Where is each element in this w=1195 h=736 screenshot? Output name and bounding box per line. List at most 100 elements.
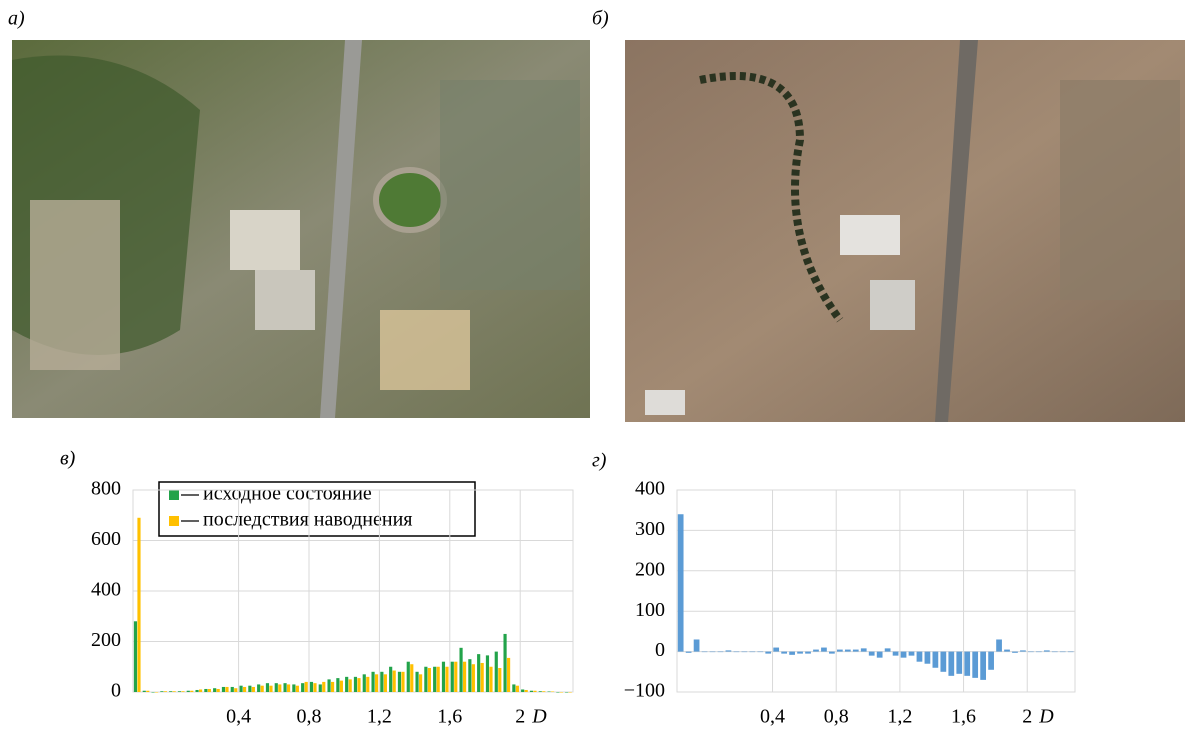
bar xyxy=(512,684,515,692)
bar xyxy=(234,688,237,692)
bar xyxy=(349,679,352,692)
y-tick-label: 200 xyxy=(635,558,665,580)
bar xyxy=(686,652,692,653)
bar xyxy=(893,652,899,656)
bar xyxy=(454,662,457,692)
bar xyxy=(861,648,867,651)
panel-label: в) xyxy=(60,448,76,470)
panel-label: а) xyxy=(8,8,25,30)
bar xyxy=(345,677,348,692)
bar xyxy=(718,652,724,653)
bar xyxy=(837,650,843,652)
bar xyxy=(217,689,220,692)
bar xyxy=(266,683,269,692)
bar xyxy=(988,652,994,670)
bar xyxy=(498,668,501,692)
y-tick-label: 0 xyxy=(655,639,665,661)
bar xyxy=(525,690,528,692)
bar xyxy=(551,691,554,692)
x-tick-label: 2 xyxy=(515,706,525,728)
bar xyxy=(757,652,763,653)
y-tick-label: 300 xyxy=(635,518,665,540)
bar xyxy=(380,672,383,692)
bar xyxy=(204,689,207,692)
bar xyxy=(187,691,190,692)
bar xyxy=(909,652,915,656)
bar xyxy=(331,682,334,692)
bar xyxy=(781,652,787,654)
x-axis-label: D xyxy=(531,706,547,728)
page: {"panels": [{"label": "а)"}, {"label": "… xyxy=(0,0,1195,731)
bar xyxy=(821,648,827,652)
x-tick-label: 1,6 xyxy=(951,706,976,728)
y-tick-label: 200 xyxy=(91,629,121,651)
bar xyxy=(869,652,875,656)
bar xyxy=(940,652,946,672)
bar xyxy=(542,691,545,692)
bar xyxy=(565,692,568,693)
bar xyxy=(433,667,436,692)
bar xyxy=(424,667,427,692)
bar xyxy=(925,652,931,664)
y-tick-label: 400 xyxy=(635,478,665,500)
bar xyxy=(389,667,392,692)
bar xyxy=(797,652,803,654)
bar xyxy=(964,652,970,676)
bar xyxy=(283,683,286,692)
bar xyxy=(410,664,413,692)
bar xyxy=(468,659,471,692)
bar xyxy=(948,652,954,676)
bar xyxy=(239,686,242,692)
bar xyxy=(734,652,740,653)
bar xyxy=(322,682,325,692)
bar xyxy=(1052,652,1058,653)
x-tick-label: 2 xyxy=(1022,706,1032,728)
bar xyxy=(694,639,700,651)
bar xyxy=(401,672,404,692)
y-tick-label: 800 xyxy=(91,478,121,500)
bar xyxy=(269,686,272,692)
bar xyxy=(292,684,295,692)
bar xyxy=(472,664,475,692)
bar xyxy=(547,691,550,692)
bar xyxy=(1044,650,1050,651)
x-tick-label: 0,8 xyxy=(297,706,322,728)
bar xyxy=(313,683,316,692)
bar xyxy=(789,652,795,655)
bar xyxy=(853,650,859,652)
bar xyxy=(569,692,572,693)
bar xyxy=(225,687,228,692)
bar xyxy=(702,652,708,653)
bar xyxy=(319,684,322,692)
bar xyxy=(143,691,146,692)
bar xyxy=(678,514,684,651)
bar xyxy=(1020,650,1026,651)
bar xyxy=(428,668,431,692)
bar xyxy=(521,689,524,692)
bar xyxy=(885,648,891,651)
bar xyxy=(503,634,506,692)
bar xyxy=(829,652,835,654)
bar xyxy=(419,674,422,692)
bar xyxy=(146,691,149,692)
bar xyxy=(301,683,304,692)
bar xyxy=(222,687,225,692)
y-tick-label: 400 xyxy=(91,579,121,601)
bar xyxy=(151,692,154,693)
bar xyxy=(813,650,819,652)
bar xyxy=(1060,652,1066,653)
x-tick-label: 0,8 xyxy=(824,706,849,728)
bar xyxy=(407,662,410,692)
bar xyxy=(560,692,563,693)
plot-frame xyxy=(677,490,1075,692)
bar xyxy=(481,663,484,692)
bar xyxy=(445,667,448,692)
bar xyxy=(845,650,851,652)
bar xyxy=(366,677,369,692)
photo-before xyxy=(12,40,590,418)
bar xyxy=(181,691,184,692)
panel-label: г) xyxy=(592,450,607,472)
bar xyxy=(463,662,466,692)
bar xyxy=(310,682,313,692)
x-tick-label: 1,6 xyxy=(437,706,462,728)
